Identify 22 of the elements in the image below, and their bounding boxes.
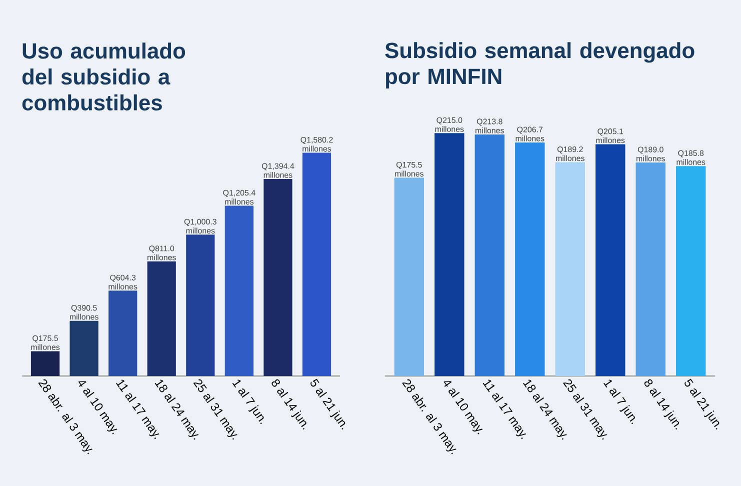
- bar: [434, 133, 464, 376]
- x-tick-label: 5 al 21 jun.: [684, 378, 720, 430]
- bar: [676, 166, 706, 376]
- chart-title: Subsidio semanal devengado por MINFIN: [385, 42, 694, 88]
- bar: [30, 351, 60, 376]
- bar: [186, 234, 215, 376]
- bar: [224, 206, 254, 376]
- bar: [636, 162, 666, 376]
- x-tick-label: 1 al 7 jun.: [232, 380, 264, 424]
- x-tick-label: 5 al 21 jun.: [310, 378, 346, 430]
- bar: [302, 152, 332, 376]
- bar: [555, 162, 585, 376]
- bar: [70, 320, 98, 376]
- bar: [515, 142, 545, 376]
- bar: [147, 261, 176, 376]
- bar: [596, 144, 626, 376]
- bar: [264, 179, 292, 376]
- bar: [394, 178, 424, 376]
- bar: [474, 134, 504, 376]
- bar: [108, 290, 138, 376]
- chart-title: Uso acumulado del subsidio a combustibles: [22, 42, 186, 110]
- x-tick-label: 1 al 7 jun.: [604, 380, 635, 424]
